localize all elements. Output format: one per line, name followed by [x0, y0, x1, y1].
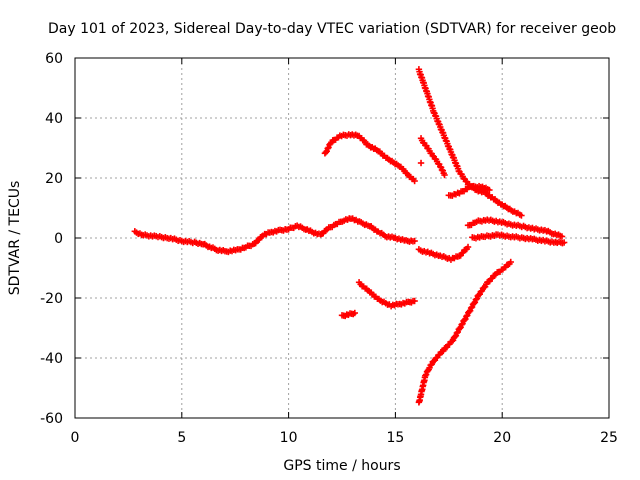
y-tick-label: -20: [40, 291, 63, 307]
axis-ticks: [74, 57, 610, 419]
data-point-dip-right: [464, 243, 472, 251]
data-point-arc-lower-right: [451, 333, 459, 340]
x-tick-label: 5: [177, 430, 186, 446]
data-point-arc-lower-right: [422, 372, 429, 379]
data-point-arc-upper-right: [518, 212, 525, 219]
data-point-arc-zero-right: [560, 239, 568, 246]
y-tick-label: -60: [40, 411, 63, 427]
y-tick-label: 60: [45, 51, 63, 67]
chart-title: Day 101 of 2023, Sidereal Day-to-day VTE…: [48, 21, 616, 37]
data-point-arc-lower-right: [466, 308, 473, 315]
x-tick-label: 0: [71, 430, 80, 446]
grid: [75, 58, 609, 418]
data-point-main-track: [322, 227, 329, 234]
tick-labels: 0 5 10 15 20 25 -60 -40 -20 0 20 40 60: [40, 51, 618, 446]
data-point-arc-lower-left: [351, 309, 359, 317]
data-point-branch-upper-small: [441, 171, 448, 179]
data-point-arc-upper-left: [324, 145, 331, 152]
x-tick-label: 20: [493, 430, 511, 446]
data-point-arc-lower-right: [456, 325, 463, 332]
y-tick-label: 40: [45, 111, 63, 127]
data-point-arc-lower-right: [463, 313, 470, 320]
data-point-arc-upper-left: [411, 177, 418, 185]
y-tick-label: -40: [40, 351, 63, 367]
data-point-arc-upper-left: [322, 149, 330, 156]
y-axis-label: SDTVAR / TECUs: [7, 181, 23, 296]
data-point-arc-lower-right: [507, 258, 514, 266]
data-point-main-track: [411, 237, 418, 245]
data-point-arc-lower-right: [472, 296, 480, 303]
data-point-arc-lower-mid: [411, 297, 418, 305]
x-axis-label: GPS time / hours: [283, 458, 400, 474]
x-tick-label: 15: [386, 430, 404, 446]
data-point-arc-lower-right: [458, 321, 465, 328]
data-point-arc-lower-right: [467, 304, 475, 312]
y-tick-label: 20: [45, 171, 63, 187]
data-marks: [131, 66, 568, 406]
x-tick-label: 25: [600, 430, 618, 446]
y-tick-label: 0: [54, 231, 63, 247]
data-point-dot-upper: [417, 159, 425, 167]
data-point-arc-lower-right: [453, 329, 461, 337]
data-point-branch-mid-right: [486, 186, 493, 194]
data-point-arc-mid-right: [558, 233, 566, 240]
data-point-arc-lower-right: [470, 300, 478, 307]
data-point-arc-lower-right: [448, 338, 456, 345]
x-tick-label: 10: [280, 430, 298, 446]
data-point-arc-lower-right: [461, 316, 468, 324]
